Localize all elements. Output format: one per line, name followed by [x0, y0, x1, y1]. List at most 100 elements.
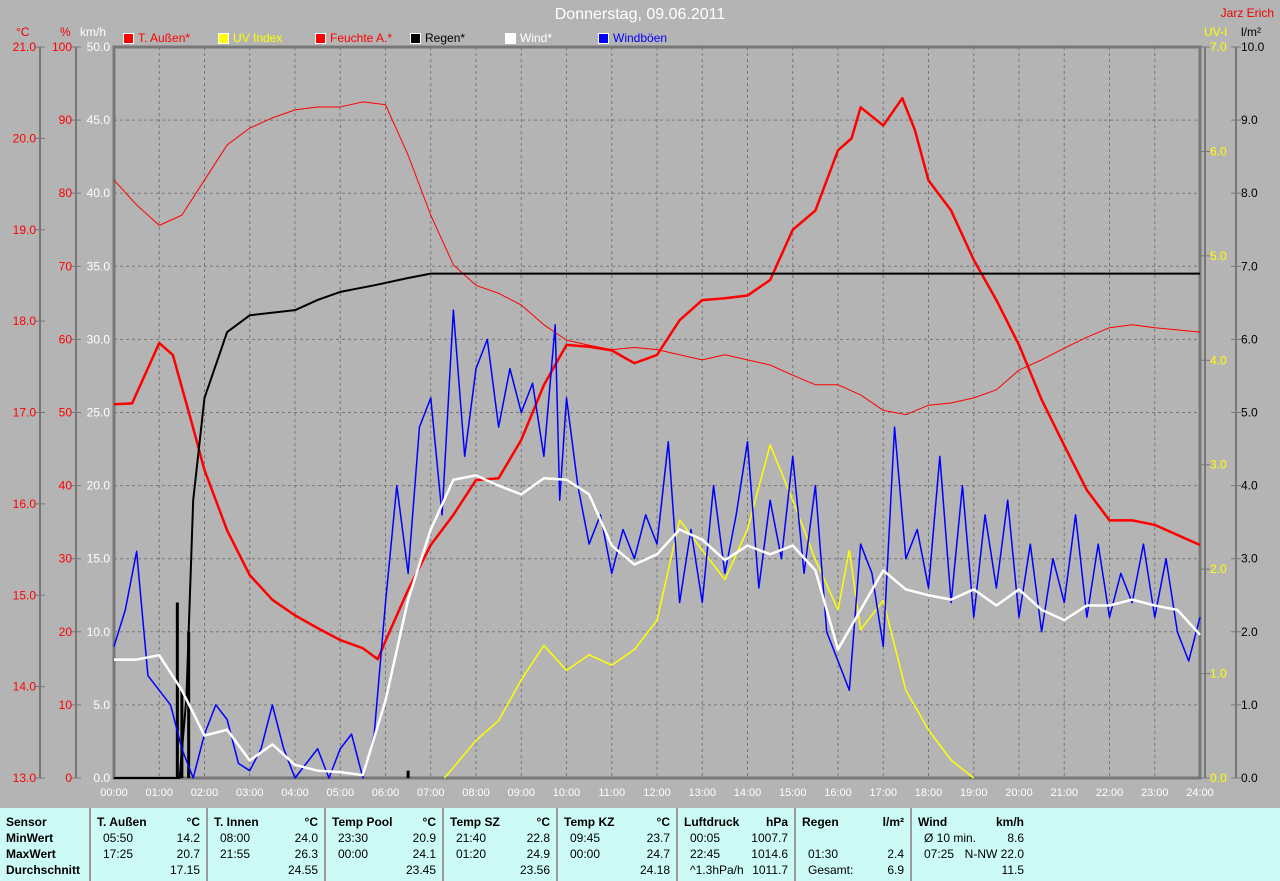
series-line [113, 96, 1201, 661]
rain-tick-label: 5.0 [1241, 406, 1258, 420]
table-cell: T. Innen [214, 815, 259, 829]
hum-tick-label: 30 [59, 552, 73, 566]
table-column-group: Wind km/h Ø 10 min. 8.6 07:25 N-NW 22.0 11.5 [910, 808, 1030, 881]
series-line [443, 444, 975, 779]
table-cell: °C [536, 815, 550, 829]
table-cell: 23.45 [405, 863, 436, 877]
x-tick-label: 14:00 [734, 787, 762, 799]
x-tick-label: 23:00 [1141, 787, 1169, 799]
table-cell: Regen [802, 815, 839, 829]
table-cell: °C [304, 815, 318, 829]
uv-axis-unit: UV-I [1204, 25, 1228, 39]
table-cell: 00:00 [338, 847, 369, 861]
x-tick-label: 02:00 [191, 787, 219, 799]
rain-tick-label: 3.0 [1241, 552, 1258, 566]
table-cell: 20.7 [176, 847, 200, 861]
series-regen- [114, 272, 1200, 779]
table-column-group: T. Außen °C 05:50 14.2 17:25 20.7 17.15 [89, 808, 206, 881]
rain-tick-label: 8.0 [1241, 186, 1258, 200]
table-row: 07:25 N-NW 22.0 [918, 847, 1024, 863]
rain-tick-label: 10.0 [1241, 40, 1265, 54]
legend-label: UV Index [233, 31, 283, 45]
legend-label: Feuchte A.* [330, 31, 393, 45]
wind-tick-label: 0.0 [93, 771, 110, 785]
table-header: Temp Pool °C [332, 815, 436, 831]
x-tick-label: 20:00 [1005, 787, 1033, 799]
wind-axis-unit: km/h [80, 25, 107, 39]
wind-tick-label: 50.0 [87, 40, 111, 54]
legend-label: Wind* [520, 31, 553, 45]
table-cell: 00:00 [570, 847, 601, 861]
temp-tick-label: 13.0 [13, 771, 37, 785]
hum-tick-label: 70 [59, 259, 73, 273]
table-cell: 00:05 [690, 831, 721, 845]
rain-tick-label: 7.0 [1241, 259, 1258, 273]
table-cell: MinWert [6, 831, 54, 845]
table-cell: 11.5 [1001, 863, 1024, 877]
table-row: Ø 10 min. 8.6 [918, 831, 1024, 847]
hum-tick-label: 60 [59, 332, 73, 346]
hum-tick-label: 0 [65, 771, 72, 785]
wind-tick-label: 35.0 [87, 259, 111, 273]
temp-tick-label: 21.0 [13, 40, 37, 54]
table-row: 08:00 24.0 [214, 831, 318, 847]
hum-tick-label: 20 [59, 625, 73, 639]
x-tick-label: 06:00 [372, 787, 400, 799]
hum-tick-label: 50 [59, 406, 73, 420]
legend-swatch [315, 32, 326, 44]
table-cell: 22:45 [690, 847, 721, 861]
table-cell: Gesamt: [808, 863, 854, 877]
series-line [113, 101, 1201, 416]
uv-tick-label: 7.0 [1210, 40, 1227, 54]
table-row: 05:50 14.2 [97, 831, 200, 847]
table-cell: MaxWert [6, 847, 56, 861]
table-cell: km/h [995, 815, 1024, 829]
series-t-außen- [113, 96, 1201, 661]
x-tick-label: 24:00 [1186, 787, 1214, 799]
uv-tick-label: 4.0 [1210, 353, 1227, 367]
table-header: T. Innen °C [214, 815, 318, 831]
temp-tick-label: 19.0 [13, 223, 37, 237]
temp-axis-unit: °C [16, 25, 30, 39]
table-column-group: Regen l/m² 01:30 2.4 Gesamt: 6.9 [794, 808, 910, 881]
table-cell: 6.9 [887, 863, 904, 877]
table-cell: 21:40 [456, 831, 487, 845]
table-row: 00:05 1007.7 [684, 831, 788, 847]
table-row: Durchschnitt [6, 863, 83, 879]
table-row: 17.15 [97, 863, 200, 879]
table-cell: 20.9 [412, 831, 436, 845]
series-line [114, 474, 1201, 777]
table-cell: °C [422, 815, 436, 829]
table-cell: Wind [918, 815, 948, 829]
table-header: Temp KZ °C [564, 815, 670, 831]
table-cell: Ø 10 min. [924, 831, 977, 845]
temp-tick-label: 17.0 [13, 406, 37, 420]
table-row: Gesamt: 6.9 [802, 863, 904, 879]
table-cell: 09:45 [570, 831, 601, 845]
table-cell: Temp SZ [450, 815, 500, 829]
series-feuchte-a- [113, 101, 1201, 416]
table-row: 22:45 1014.6 [684, 847, 788, 863]
x-tick-label: 16:00 [824, 787, 852, 799]
hum-tick-label: 100 [52, 40, 72, 54]
statistics-table: Sensor MinWert MaxWert Durchschnitt T. Außen… [0, 808, 1280, 881]
hum-tick-label: 90 [59, 113, 73, 127]
table-column-group: Temp SZ °C 21:40 22.8 01:20 24.9 23.56 [442, 808, 556, 881]
hum-tick-label: 10 [59, 698, 73, 712]
table-header: Regen l/m² [802, 815, 904, 831]
wind-tick-label: 5.0 [93, 698, 110, 712]
temp-tick-label: 18.0 [13, 314, 37, 328]
wind-tick-label: 15.0 [87, 552, 111, 566]
x-tick-label: 11:00 [598, 787, 625, 799]
x-tick-label: 17:00 [869, 787, 897, 799]
uv-tick-label: 0.0 [1210, 771, 1227, 785]
x-tick-label: 03:00 [236, 787, 264, 799]
table-cell: 1014.6 [751, 847, 788, 861]
table-row: 00:00 24.7 [564, 847, 670, 863]
wind-tick-label: 40.0 [87, 186, 111, 200]
legend-label: T. Außen* [138, 31, 191, 45]
legend-item: Windböen [598, 31, 667, 45]
table-row: 21:40 22.8 [450, 831, 550, 847]
legend-item: UV Index [218, 31, 282, 45]
table-row: ^1.3hPa/h 1011.7 [684, 863, 788, 879]
